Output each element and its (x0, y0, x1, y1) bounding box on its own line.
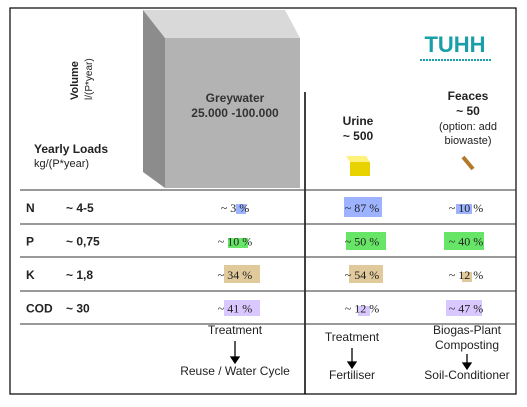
cell: ~ 10 % (449, 201, 484, 215)
footer-step: Treatment (325, 330, 380, 344)
row-load: ~ 1,8 (66, 268, 93, 282)
row-parameter: K (26, 268, 35, 282)
cell: ~ 34 % (218, 268, 253, 282)
col-volume: ~ 50 (456, 104, 480, 118)
cell: ~ 3 % (221, 201, 250, 215)
col-volume: 25.000 -100.000 (191, 106, 279, 120)
loads-unit: kg/(P*year) (34, 158, 89, 170)
row-load: ~ 4-5 (66, 201, 94, 215)
cell: ~ 12 % (345, 302, 380, 316)
feaces-icon (463, 157, 473, 169)
row-parameter: N (26, 201, 35, 215)
page: {"header": {"volume_label": "Volume", "v… (0, 0, 527, 402)
footer-step: Treatment (208, 323, 263, 337)
cube-top (143, 10, 300, 38)
cell: ~ 10 % (218, 235, 253, 249)
cell: ~ 47 % (449, 302, 484, 316)
col-name: Feaces (448, 89, 489, 103)
rows: N ~ 4-5 ~ 3 % ~ 87 % ~ 10 % P ~ 0,75 ~ 10 % ~ 50… (26, 201, 483, 316)
volume-unit: l/(P*year) (84, 58, 95, 100)
row-load: ~ 0,75 (66, 235, 100, 249)
cell: ~ 50 % (345, 235, 380, 249)
footer-result: Reuse / Water Cycle (180, 364, 290, 378)
cell: ~ 12 % (449, 268, 484, 282)
cube-side (143, 10, 165, 188)
cell: ~ 87 % (345, 201, 380, 215)
col-note: (option: add (439, 121, 497, 133)
cell: ~ 40 % (449, 235, 484, 249)
col-note: biowaste) (444, 135, 491, 147)
urine-cube-top (346, 156, 370, 162)
cell: ~ 41 % (218, 302, 253, 316)
loads-label: Yearly Loads (34, 142, 108, 156)
col-name: Greywater (206, 91, 265, 105)
cell: ~ 54 % (345, 268, 380, 282)
row-parameter: COD (26, 302, 53, 316)
diagram: Volume l/(P*year) Yearly Loads kg/(P*yea… (0, 0, 527, 402)
row-lines (20, 190, 516, 324)
footer-step: Biogas-Plant (433, 323, 502, 337)
row-load: ~ 30 (66, 302, 90, 316)
footer-result: Fertiliser (329, 368, 375, 382)
volume-label: Volume (69, 61, 81, 100)
logo: TUHH (424, 32, 485, 57)
col-volume: ~ 500 (343, 129, 374, 143)
row-parameter: P (26, 235, 34, 249)
col-name: Urine (343, 114, 374, 128)
urine-cube (350, 162, 370, 176)
footer-step: Composting (435, 338, 499, 352)
